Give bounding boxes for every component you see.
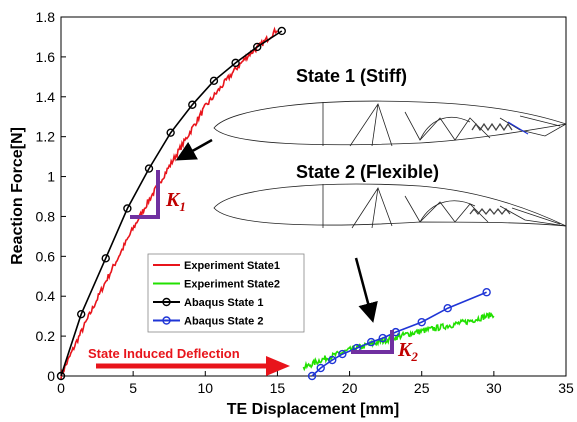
legend-item: Abaqus State 1 [153, 297, 263, 309]
legend-item: Abaqus State 2 [153, 316, 263, 328]
series-line [311, 291, 487, 377]
y-axis-title: Reaction Force[N] [9, 127, 26, 265]
series-line [60, 26, 279, 380]
x-tick-label: 5 [129, 380, 137, 396]
x-tick-label: 0 [57, 380, 65, 396]
legend-item: Experiment State2 [153, 279, 280, 291]
data-point [144, 164, 154, 173]
x-tick-label: 20 [342, 380, 358, 396]
y-tick-label: 0.4 [36, 288, 56, 304]
legend-marker [162, 316, 171, 325]
arrow-to-state1-curve [175, 138, 213, 161]
k1-slope-triangle [130, 170, 160, 219]
data-point [443, 303, 452, 313]
legend-label: Abaqus State 2 [184, 316, 263, 328]
y-tick-label: 1 [47, 169, 55, 185]
series-experiment-state1 [60, 26, 279, 380]
data-point [316, 363, 325, 373]
plot-area [60, 16, 567, 377]
y-tick-label: 1.6 [36, 49, 56, 65]
k1-label: K1 [165, 189, 186, 214]
y-tick-label: 0 [47, 368, 55, 384]
data-point [76, 309, 86, 319]
data-point [101, 254, 110, 263]
x-axis-title: TE Displacement [mm] [227, 401, 399, 418]
data-point [188, 100, 197, 109]
data-point [123, 204, 132, 213]
legend: Experiment State1 Experiment State2 Abaqus… [147, 253, 305, 333]
x-tick-label: 10 [197, 380, 213, 396]
y-tick-label: 0.6 [36, 248, 56, 264]
series-layer [56, 26, 495, 381]
y-tick-label: 0.2 [36, 328, 56, 344]
data-point [417, 317, 426, 327]
series-line [60, 30, 283, 377]
data-point [378, 333, 387, 343]
legend-marker [162, 297, 171, 307]
series-abaqus-state-1 [56, 26, 286, 381]
k2-slope-triangle [351, 330, 394, 354]
y-tick-label: 0.8 [36, 208, 56, 224]
y-tick-label: 1.2 [36, 129, 56, 145]
x-tick-label: 15 [270, 380, 286, 396]
legend-item: Experiment State1 [153, 260, 280, 272]
state2-title: State 2 (Flexible) [296, 162, 439, 182]
data-point [166, 128, 175, 137]
deflection-arrow-head [266, 356, 290, 376]
data-point [277, 26, 286, 36]
series-abaqus-state-2 [307, 288, 491, 381]
legend-label: Abaqus State 1 [184, 297, 263, 309]
arrow-to-state2-curve [354, 257, 378, 323]
data-point [338, 349, 347, 359]
k2-label: K2 [397, 339, 418, 364]
state1-title: State 1 (Stiff) [296, 66, 407, 86]
x-tick-label: 25 [414, 380, 430, 396]
x-tick-label: 30 [486, 380, 502, 396]
data-point [231, 58, 240, 68]
series-experiment-state2 [302, 312, 495, 372]
y-axis-ticks: 0 0.2 0.4 0.6 0.8 1 1.2 1.4 1.6 1.8 [36, 9, 66, 384]
data-point [307, 371, 317, 381]
y-tick-label: 1.8 [36, 9, 56, 25]
airfoil-state1-drawing [213, 100, 567, 147]
data-point [367, 337, 376, 347]
data-point [328, 355, 337, 365]
data-point [56, 371, 66, 381]
series-line [302, 312, 495, 372]
legend-label: Experiment State2 [184, 279, 280, 291]
legend-label: Experiment State1 [184, 260, 280, 272]
data-point [209, 76, 219, 86]
data-point [253, 42, 262, 52]
data-point [482, 288, 491, 297]
x-tick-label: 35 [558, 380, 574, 396]
deflection-label: State Induced Deflection [88, 346, 240, 361]
x-axis-ticks: 0 5 10 15 20 25 30 35 [57, 371, 574, 396]
airfoil-state2-drawing [213, 183, 567, 229]
y-tick-label: 1.4 [36, 89, 56, 105]
